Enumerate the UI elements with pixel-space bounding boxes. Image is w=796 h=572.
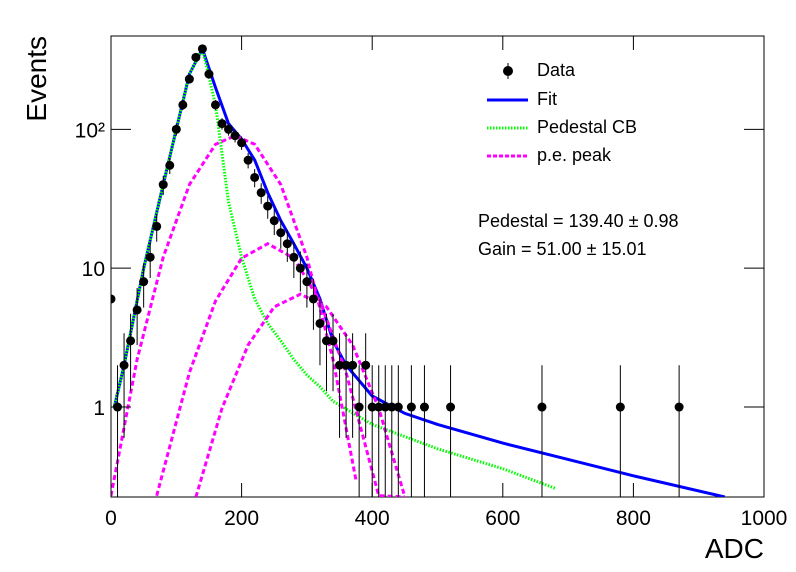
plot-area xyxy=(111,44,726,497)
data-point xyxy=(387,402,397,412)
data-point xyxy=(158,180,168,190)
x-tick-label: 800 xyxy=(616,507,651,530)
data-point xyxy=(276,228,286,238)
data-point xyxy=(393,402,403,412)
data-point xyxy=(126,336,136,346)
data-point xyxy=(145,252,155,262)
data-point xyxy=(204,69,214,79)
plot-frame xyxy=(110,35,765,498)
data-point xyxy=(230,131,240,141)
data-point xyxy=(132,305,142,315)
legend-label: p.e. peak xyxy=(537,145,612,165)
data-point xyxy=(374,402,384,412)
data-point xyxy=(674,402,684,412)
data-point xyxy=(191,52,201,62)
data-point xyxy=(256,188,266,198)
x-axis-label: ADC xyxy=(705,533,764,564)
data-point xyxy=(367,402,377,412)
data-point xyxy=(165,160,175,170)
y-tick-label: 10 xyxy=(82,258,105,281)
data-point xyxy=(321,336,331,346)
legend-marker xyxy=(503,66,513,76)
annotation: Gain = 51.00 ± 15.01 xyxy=(478,239,647,259)
data-point xyxy=(139,277,149,287)
legend-label: Fit xyxy=(537,89,557,109)
data-point xyxy=(295,263,305,273)
x-tick-label: 400 xyxy=(355,507,390,530)
x-tick-label: 0 xyxy=(105,507,117,530)
data-point xyxy=(361,360,371,370)
data-point xyxy=(289,252,299,262)
data-point xyxy=(419,402,429,412)
legend-label: Data xyxy=(537,60,576,80)
x-tick-label: 1000 xyxy=(741,507,788,530)
legend: Data Fit Pedestal CB p.e. peak xyxy=(487,60,637,165)
data-point xyxy=(615,402,625,412)
data-point xyxy=(111,294,116,304)
data-point xyxy=(119,360,129,370)
x-tick-label: 200 xyxy=(224,507,259,530)
x-tick-label: 600 xyxy=(485,507,520,530)
data-point xyxy=(243,155,253,165)
curve xyxy=(111,134,407,497)
data-point xyxy=(537,402,547,412)
data-point xyxy=(446,402,456,412)
data-point xyxy=(171,124,181,134)
data-point xyxy=(152,221,162,231)
y-tick-label: 1 xyxy=(93,397,105,420)
data-point xyxy=(217,119,227,129)
data-point xyxy=(328,336,338,346)
data-point xyxy=(197,44,207,54)
data-point xyxy=(354,402,364,412)
data-point xyxy=(224,124,234,134)
data-point xyxy=(406,402,416,412)
data-point xyxy=(308,294,318,304)
data-point xyxy=(302,277,312,287)
data-point xyxy=(269,216,279,226)
data-point xyxy=(335,360,345,370)
data-point xyxy=(178,100,188,110)
data-point xyxy=(237,138,247,148)
data-point xyxy=(210,100,220,110)
data-point xyxy=(341,360,351,370)
y-tick-label: 10² xyxy=(75,119,105,142)
legend-label: Pedestal CB xyxy=(537,117,637,137)
data-point xyxy=(315,318,325,328)
data-point xyxy=(184,74,194,84)
data-point xyxy=(263,201,273,211)
annotation: Pedestal = 139.40 ± 0.98 xyxy=(478,211,679,231)
data-point xyxy=(250,172,260,182)
data-point xyxy=(380,402,390,412)
data-point xyxy=(282,239,292,249)
y-axis-label: Events xyxy=(21,36,52,122)
data-point xyxy=(348,360,358,370)
